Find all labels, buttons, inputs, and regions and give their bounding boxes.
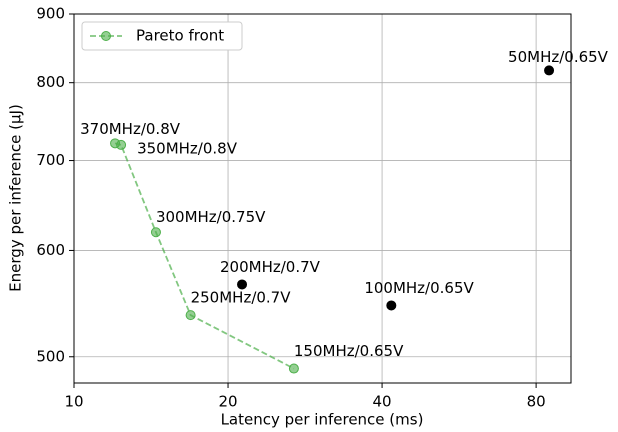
point-label: 100MHz/0.65V <box>364 279 474 297</box>
y-tick-label: 500 <box>36 347 65 365</box>
legend-box <box>81 21 243 51</box>
point <box>386 300 397 311</box>
point-label: 50MHz/0.65V <box>508 48 609 66</box>
plot-frame <box>73 13 572 384</box>
y-axis-label: Energy per inference (μJ) <box>7 104 25 292</box>
point-label: 300MHz/0.75V <box>156 208 266 226</box>
x-tick-label: 20 <box>218 393 237 411</box>
point <box>185 310 196 321</box>
point <box>116 139 127 150</box>
y-tick-label: 800 <box>36 73 65 91</box>
point-label: 150MHz/0.65V <box>294 342 404 360</box>
point <box>150 227 161 238</box>
legend-marker <box>101 31 111 41</box>
point <box>544 65 555 76</box>
x-axis-label: Latency per inference (ms) <box>221 411 424 429</box>
point <box>288 363 299 374</box>
x-tick-label: 40 <box>373 393 392 411</box>
point-label: 350MHz/0.8V <box>137 139 238 157</box>
point-label: 370MHz/0.8V <box>80 120 181 138</box>
y-tick-label: 700 <box>36 151 65 169</box>
x-tick-label: 80 <box>527 393 546 411</box>
point <box>237 279 248 290</box>
point-label: 250MHz/0.7V <box>191 289 292 307</box>
x-tick-label: 10 <box>64 393 83 411</box>
pareto-line <box>114 142 295 370</box>
point-label: 200MHz/0.7V <box>220 258 321 276</box>
y-tick-label: 600 <box>36 241 65 259</box>
legend-label: Pareto front <box>136 27 224 45</box>
y-tick-label: 900 <box>36 5 65 23</box>
